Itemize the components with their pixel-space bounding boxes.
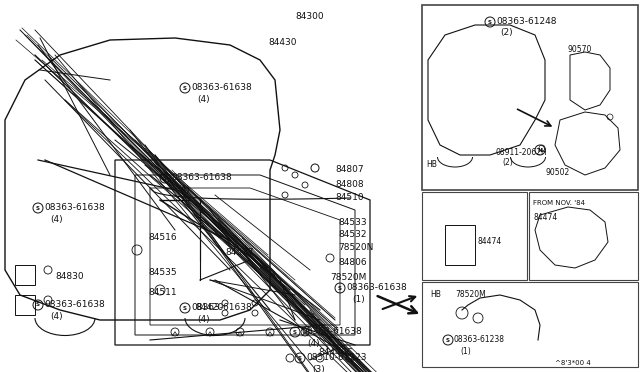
Text: 08363-61638: 08363-61638 xyxy=(346,283,407,292)
Text: 84830: 84830 xyxy=(55,272,84,281)
Text: 78520N: 78520N xyxy=(338,243,373,252)
Text: 78520M: 78520M xyxy=(455,290,486,299)
Text: S: S xyxy=(163,176,167,180)
Text: 78520M: 78520M xyxy=(330,273,366,282)
Text: 84420: 84420 xyxy=(195,303,223,312)
Text: (4): (4) xyxy=(50,312,63,321)
Text: 08363-61248: 08363-61248 xyxy=(496,17,557,26)
Text: S: S xyxy=(293,330,297,334)
Text: S: S xyxy=(338,285,342,291)
Text: S: S xyxy=(298,356,302,360)
Text: 84300: 84300 xyxy=(295,12,324,21)
Text: 08363-61238: 08363-61238 xyxy=(454,335,505,344)
Text: S: S xyxy=(183,86,187,90)
Text: S: S xyxy=(446,337,450,343)
Text: 84510: 84510 xyxy=(335,193,364,202)
Text: 08363-61638: 08363-61638 xyxy=(44,300,105,309)
Text: 84440C: 84440C xyxy=(318,348,353,357)
Text: 84430: 84430 xyxy=(268,38,296,47)
Text: 84532: 84532 xyxy=(338,230,367,239)
Text: HB: HB xyxy=(426,160,437,169)
Text: 84535: 84535 xyxy=(148,268,177,277)
Text: 08363-61638: 08363-61638 xyxy=(44,203,105,212)
Text: 84537: 84537 xyxy=(225,248,253,257)
Text: (4): (4) xyxy=(197,95,210,104)
Text: ^8'3*00 4: ^8'3*00 4 xyxy=(555,360,591,366)
Text: 84474: 84474 xyxy=(533,213,557,222)
Text: 84511: 84511 xyxy=(148,288,177,297)
Text: 90502: 90502 xyxy=(545,168,569,177)
Text: (2): (2) xyxy=(500,28,513,37)
Text: 90570: 90570 xyxy=(568,45,593,54)
Text: 08363-61638: 08363-61638 xyxy=(191,303,252,312)
Text: 84806: 84806 xyxy=(338,258,367,267)
Text: (4): (4) xyxy=(307,339,319,348)
Text: HB: HB xyxy=(430,290,441,299)
Text: (1): (1) xyxy=(460,347,471,356)
Text: S: S xyxy=(36,205,40,211)
Text: (3): (3) xyxy=(312,365,324,372)
Text: (1): (1) xyxy=(352,295,365,304)
Text: S: S xyxy=(36,302,40,308)
Text: N: N xyxy=(538,148,542,153)
Text: (2): (2) xyxy=(502,158,513,167)
Text: 84474: 84474 xyxy=(478,237,502,246)
Text: S: S xyxy=(183,305,187,311)
Text: (4): (4) xyxy=(197,315,210,324)
Text: 08363-61638: 08363-61638 xyxy=(301,327,362,336)
Text: 84516: 84516 xyxy=(148,233,177,242)
Text: FROM NOV. '84: FROM NOV. '84 xyxy=(533,200,585,206)
Text: 08510-61223: 08510-61223 xyxy=(306,353,367,362)
Text: S: S xyxy=(488,19,492,25)
Text: 08911-2062H: 08911-2062H xyxy=(495,148,547,157)
Text: (4): (4) xyxy=(177,185,189,194)
Text: (4): (4) xyxy=(50,215,63,224)
Text: 84533: 84533 xyxy=(338,218,367,227)
Text: 08363-61638: 08363-61638 xyxy=(191,83,252,92)
Text: 84808: 84808 xyxy=(335,180,364,189)
Text: 84807: 84807 xyxy=(335,165,364,174)
Text: 08363-61638: 08363-61638 xyxy=(171,173,232,182)
